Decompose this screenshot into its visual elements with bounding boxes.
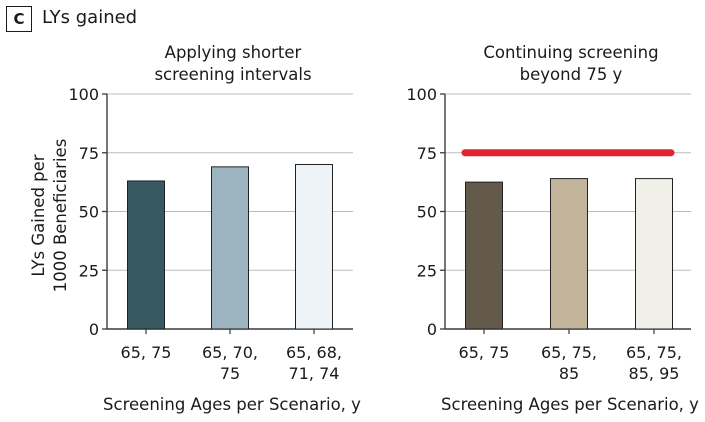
chart2-category-label: 65, 75, 85 [541,343,597,383]
chart1-category-label: 65, 70, 75 [202,343,258,383]
chart1-category-label: 65, 68, 71, 74 [286,343,342,383]
chart1-y-tick-label: 0 [89,320,99,339]
chart1-category-label: 65, 75 [121,343,172,362]
chart1-y-axis-label-line: 1000 Beneficiaries [51,139,70,293]
chart1-bar [295,164,333,330]
chart2-y-tick-label: 0 [427,320,437,339]
panel-title: LYs gained [42,7,138,28]
chart1-y-axis-label: LYs Gained per 1000 Beneficiaries [29,139,70,293]
chart2-y-tick-label: 50 [417,203,437,222]
chart2-category-label: 65, 75 [459,343,510,362]
chart1-title: Applying shorter screening intervals [154,43,311,84]
chart1-y-tick-label: 50 [79,203,99,222]
chart1-y-tick-label: 100 [68,85,99,104]
chart1-y-axis-label-line: LYs Gained per [29,154,48,276]
chart2-y-tick-label: 25 [417,261,437,280]
panel-letter-badge: C [6,6,32,32]
chart2-bar [465,181,503,330]
chart2-x-axis-label: Screening Ages per Scenario, y [441,395,699,414]
chart2-y-tick-label: 100 [406,85,437,104]
chart2-category-label: 65, 75, 85, 95 [626,343,682,383]
chart1-y-tick-label: 25 [79,261,99,280]
chart1-bar [127,180,165,330]
chart2-bar [635,178,673,330]
chart2-y-tick-label: 75 [417,144,437,163]
chart1-y-tick-label: 75 [79,144,99,163]
chart1-bar [211,166,249,330]
chart2-title: Continuing screening beyond 75 y [483,43,658,84]
chart1-x-axis-label: Screening Ages per Scenario, y [103,395,361,414]
chart2-bar [550,178,588,330]
